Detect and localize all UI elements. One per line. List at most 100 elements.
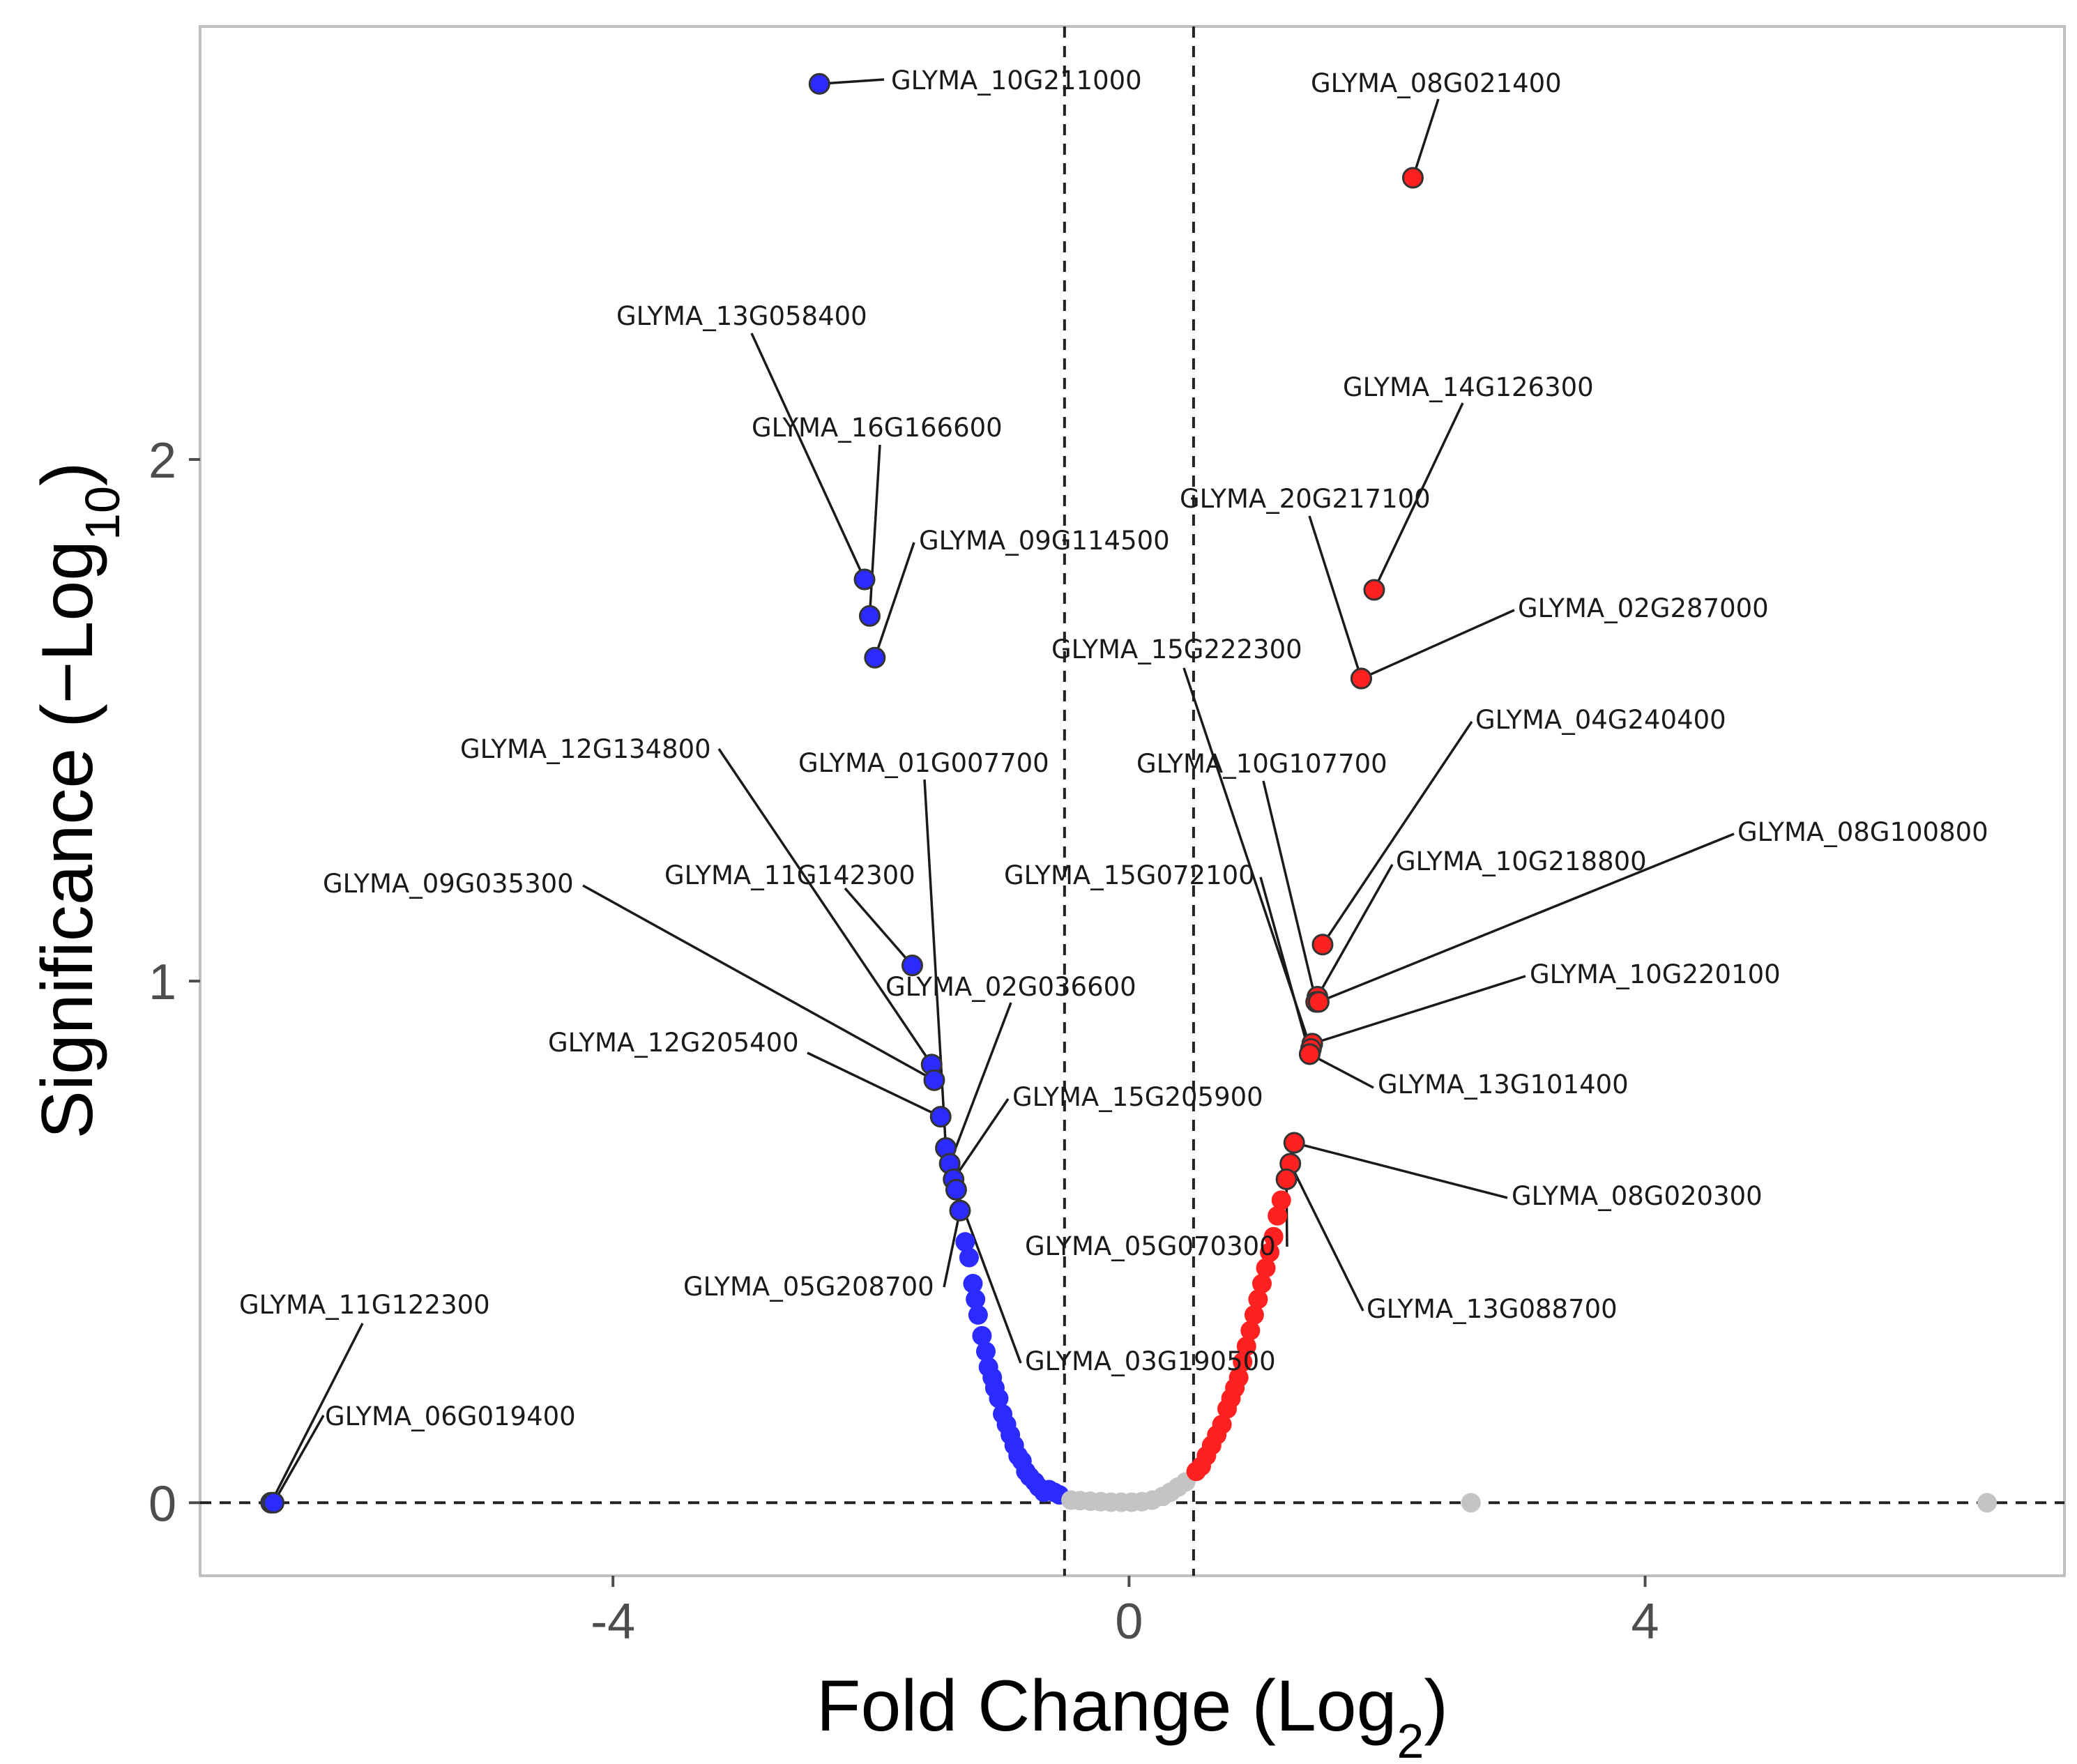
data-point-GLYMA_08G021400 [1401,167,1424,189]
label-GLYMA_11G122300: GLYMA_11G122300 [239,1290,490,1320]
label-GLYMA_09G114500: GLYMA_09G114500 [919,526,1170,556]
axes: -4 0 4 0 1 2 [149,433,1659,1650]
data-point-up [1236,1336,1256,1356]
data-point-down [968,1305,988,1325]
data-point-GLYMA_04G240400 [1311,934,1334,956]
label-GLYMA_05G208700: GLYMA_05G208700 [683,1272,934,1302]
connector-GLYMA_08G021400 [1411,98,1440,178]
data-point-GLYMA_08G100800 [1307,991,1330,1013]
connector-GLYMA_15G205900 [952,1098,1010,1180]
label-GLYMA_12G205400: GLYMA_12G205400 [548,1028,799,1058]
label-GLYMA_10G218800: GLYMA_10G218800 [1396,846,1647,876]
data-point-GLYMA_11G142300 [901,955,923,977]
connector-GLYMA_12G134800 [717,748,933,1065]
data-point-down [959,1247,979,1268]
data-point-GLYMA_09G035300 [923,1069,945,1091]
data-point-GLYMA_03G190500 [945,1178,967,1201]
x-axis-title-close: ) [1424,1666,1448,1747]
label-GLYMA_08G021400: GLYMA_08G021400 [1311,68,1562,98]
label-GLYMA_06G019400: GLYMA_06G019400 [325,1401,576,1431]
connector-GLYMA_14G126300 [1373,402,1464,591]
data-point-down [989,1388,1009,1408]
gene-labels: GLYMA_10G211000 GLYMA_13G058400 GLYMA_16G1… [239,66,1988,1431]
data-point-up [1212,1415,1232,1435]
data-point-GLYMA_05G070300 [1275,1168,1298,1190]
data-point-down [975,1341,996,1362]
data-point-GLYMA_05G208700 [949,1199,971,1222]
connector-GLYMA_10G220100 [1311,975,1526,1045]
data-point-up [1260,1242,1280,1263]
data-point-up [1240,1321,1261,1341]
x-axis-title: Fold Change (Log2) [816,1666,1448,1764]
label-GLYMA_15G205900: GLYMA_15G205900 [1012,1082,1263,1112]
label-GLYMA_09G035300: GLYMA_09G035300 [323,869,574,899]
data-point-down [955,1232,975,1252]
label-GLYMA_14G126300: GLYMA_14G126300 [1343,372,1594,402]
data-point-GLYMA_14G126300 [1363,579,1385,601]
connector-GLYMA_12G205400 [807,1051,941,1118]
label-GLYMA_15G222300: GLYMA_15G222300 [1051,634,1302,664]
y-axis-title: Significance (−Log10) [27,462,130,1139]
data-point-GLYMA_08G020300 [1283,1132,1305,1154]
label-GLYMA_15G072100: GLYMA_15G072100 [1004,860,1255,890]
label-GLYMA_20G217100: GLYMA_20G217100 [1180,484,1431,514]
connector-GLYMA_05G208700 [943,1210,961,1288]
data-point-up [1251,1274,1272,1294]
connector-GLYMA_13G058400 [750,333,866,580]
label-GLYMA_02G036600: GLYMA_02G036600 [885,972,1136,1002]
x-axis-title-subscript: 2 [1397,1714,1424,1764]
label-GLYMA_08G020300: GLYMA_08G020300 [1512,1181,1763,1211]
threshold-lines [200,26,2064,1576]
label-GLYMA_13G058400: GLYMA_13G058400 [616,301,867,331]
label-GLYMA_12G134800: GLYMA_12G134800 [460,734,711,764]
connector-GLYMA_02G287000 [1360,609,1515,680]
connector-GLYMA_10G218800 [1316,864,1394,998]
connector-GLYMA_06G019400 [272,1415,325,1504]
data-point-up [1248,1289,1268,1309]
data-point-up [1268,1206,1288,1226]
label-GLYMA_05G070300: GLYMA_05G070300 [1025,1231,1276,1261]
data-point-GLYMA_09G114500 [864,646,886,669]
label-GLYMA_08G100800: GLYMA_08G100800 [1737,817,1988,847]
label-GLYMA_03G190500: GLYMA_03G190500 [1025,1346,1276,1376]
y-tick-label: 0 [149,1476,176,1532]
data-point-down [966,1289,986,1309]
x-tick-label: -4 [591,1594,635,1650]
y-tick-label: 2 [149,433,176,489]
connector-GLYMA_08G020300 [1293,1141,1508,1199]
connector-GLYMA_09G035300 [582,884,935,1081]
connector-GLYMA_11G122300 [270,1323,364,1504]
data-points [260,73,1997,1514]
data-point-up [1233,1352,1253,1372]
data-point-ns [1977,1493,1997,1513]
x-tick-label: 0 [1115,1594,1143,1650]
label-GLYMA_11G142300: GLYMA_11G142300 [664,860,915,890]
data-point-up [1256,1258,1276,1278]
data-point-GLYMA_16G166600 [858,605,881,627]
y-axis-title-subscript: 10 [75,486,130,540]
label-GLYMA_01G007700: GLYMA_01G007700 [798,748,1049,778]
connector-GLYMA_09G114500 [874,542,915,658]
data-point-GLYMA_06G019400 [262,1491,284,1514]
label-GLYMA_02G287000: GLYMA_02G287000 [1518,593,1769,623]
data-point-up [1263,1226,1284,1247]
x-tick-label: 4 [1631,1594,1659,1650]
y-axis-title-main: Significance (−Log [27,540,108,1139]
label-GLYMA_04G240400: GLYMA_04G240400 [1475,705,1726,735]
label-GLYMA_10G220100: GLYMA_10G220100 [1530,959,1781,989]
data-point-up [1271,1190,1291,1210]
y-tick-label: 1 [149,955,176,1010]
connector-GLYMA_15G072100 [1259,876,1311,1055]
data-point-GLYMA_10G211000 [808,73,830,95]
data-point-down [963,1274,983,1294]
data-point-down [972,1325,992,1346]
connector-GLYMA_13G101400 [1309,1053,1374,1089]
data-point-GLYMA_13G101400 [1298,1043,1321,1065]
x-axis-title-main: Fold Change (Log [816,1666,1397,1747]
label-GLYMA_13G101400: GLYMA_13G101400 [1378,1070,1629,1100]
connector-GLYMA_04G240400 [1321,721,1473,945]
connector-GLYMA_20G217100 [1308,515,1363,679]
y-axis-title-close: ) [27,462,108,486]
